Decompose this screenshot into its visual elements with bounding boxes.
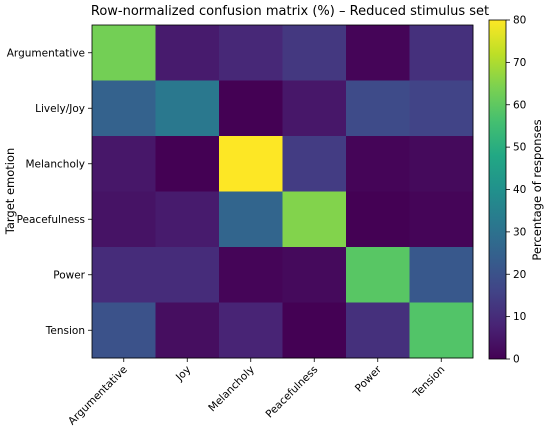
heatmap-cell — [410, 25, 474, 81]
colorbar-tick-label: 40 — [513, 184, 526, 196]
heatmap-cell — [92, 192, 156, 248]
y-tick-label: Peacefulness — [17, 214, 85, 226]
colorbar-tick-label: 20 — [513, 269, 526, 281]
colorbar-tick-label: 60 — [513, 99, 526, 111]
heatmap-cell — [219, 136, 283, 192]
colorbar-tick-label: 50 — [513, 142, 526, 154]
y-tick-label: Melancholy — [25, 158, 85, 170]
heatmap-cell — [156, 81, 220, 137]
heatmap-cell — [156, 192, 220, 248]
heatmap-cell — [92, 81, 156, 137]
heatmap-cell — [283, 247, 347, 303]
y-axis-label: Target emotion — [3, 148, 17, 236]
heatmap-cell — [156, 247, 220, 303]
colorbar-ticks: 0 10 20 30 40 50 60 70 80 — [506, 15, 526, 366]
heatmap-cell — [156, 303, 220, 359]
y-tick-label: Power — [53, 269, 85, 281]
heatmap-cell — [156, 25, 220, 81]
heatmap-cell — [92, 303, 156, 359]
heatmap-cell — [410, 192, 474, 248]
colorbar-tick-label: 30 — [513, 226, 526, 238]
heatmap-cell — [283, 25, 347, 81]
heatmap-cell — [219, 81, 283, 137]
heatmap-cell — [92, 25, 156, 81]
heatmap-cell — [346, 81, 410, 137]
colorbar-tick-label: 80 — [513, 15, 526, 27]
x-tick-label: Joy — [173, 364, 193, 384]
y-tick-label: Argumentative — [7, 47, 85, 59]
heatmap-cell — [410, 81, 474, 137]
heatmap-cell — [346, 192, 410, 248]
colorbar-tick-label: 10 — [513, 311, 526, 323]
heatmap-cell — [410, 247, 474, 303]
colorbar — [489, 20, 506, 359]
colorbar-label: Percentage of responses — [530, 119, 544, 260]
x-axis-ticks: Argumentative Joy Melancholy Peacefulness Po… — [66, 358, 447, 427]
heatmap-cell — [283, 192, 347, 248]
heatmap-cell — [410, 303, 474, 359]
heatmap-cells — [92, 25, 473, 358]
x-tick-label: Argumentative — [66, 364, 130, 428]
heatmap-cell — [410, 136, 474, 192]
heatmap-cell — [219, 303, 283, 359]
heatmap-cell — [283, 136, 347, 192]
heatmap-cell — [346, 25, 410, 81]
heatmap-cell — [346, 247, 410, 303]
colorbar-tick-label: 0 — [513, 354, 520, 366]
x-tick-label: Peacefulness — [264, 364, 321, 421]
y-tick-label: Lively/Joy — [35, 103, 85, 115]
heatmap-cell — [219, 247, 283, 303]
heatmap-cell — [92, 247, 156, 303]
heatmap-cell — [346, 303, 410, 359]
heatmap-cell — [346, 136, 410, 192]
heatmap-cell — [92, 136, 156, 192]
x-tick-label: Melancholy — [206, 364, 257, 415]
y-tick-label: Tension — [45, 325, 85, 337]
y-axis-ticks: Argumentative Lively/Joy Melancholy Peacefu… — [7, 47, 92, 337]
heatmap-cell — [283, 303, 347, 359]
x-tick-label: Power — [353, 363, 384, 394]
colorbar-tick-label: 70 — [513, 57, 526, 69]
heatmap-cell — [219, 25, 283, 81]
heatmap-cell — [156, 136, 220, 192]
x-tick-label: Tension — [410, 364, 447, 401]
heatmap-cell — [283, 81, 347, 137]
chart-title: Row-normalized confusion matrix (%) – Re… — [91, 4, 489, 19]
heatmap-cell — [219, 192, 283, 248]
